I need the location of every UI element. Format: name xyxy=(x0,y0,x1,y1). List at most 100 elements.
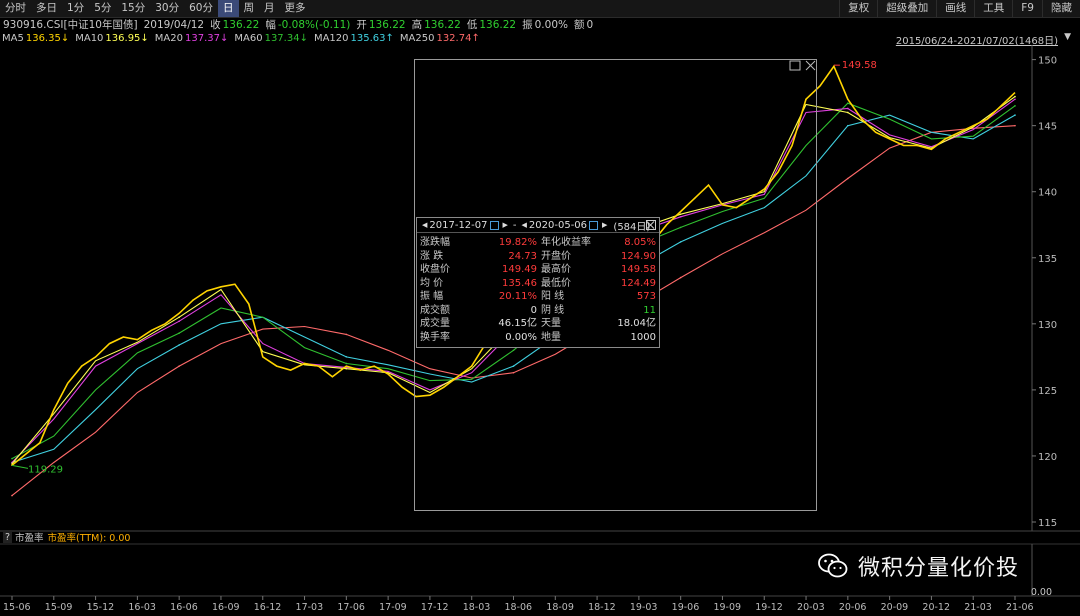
interval-header: ◀ 2017-12-07 ▶ - ◀ 2020-05-06 ▶ (584日) xyxy=(417,218,659,233)
data-point xyxy=(679,241,682,243)
stat-label: 涨跌幅 xyxy=(420,237,450,248)
data-point xyxy=(1014,124,1016,127)
period-tab[interactable]: 分时 xyxy=(5,2,26,14)
period-tab[interactable]: 多日 xyxy=(36,2,57,14)
ma-value: 136.95↓ xyxy=(105,33,149,44)
indicator-value: 市盈率(TTM): 0.00 xyxy=(47,533,131,544)
period-tab[interactable]: 30分 xyxy=(155,2,180,14)
x-tick-label: 20-12 xyxy=(922,602,950,613)
y-tick-label: 120 xyxy=(1038,452,1057,463)
ma-value: 137.34↓ xyxy=(264,33,308,44)
end-prev-icon[interactable]: ◀ xyxy=(521,221,527,229)
stat-label: 年化收益率 xyxy=(541,237,591,248)
data-point xyxy=(345,362,348,365)
x-tick-label: 19-09 xyxy=(713,602,741,613)
low-value: 136.22 xyxy=(479,18,517,31)
data-point xyxy=(1014,114,1016,116)
x-tick-label: 16-12 xyxy=(254,602,282,613)
restore-icon[interactable] xyxy=(789,60,801,71)
tool-button[interactable]: 画线 xyxy=(936,0,974,17)
ma-value: 137.37↓ xyxy=(185,33,229,44)
period-toolbar: 分时 多日 1分 5分 15分 30分 60分日周月更多 xyxy=(0,0,1080,18)
x-tick-label: 15-12 xyxy=(87,602,115,613)
ma-value: 135.63↑ xyxy=(350,33,394,44)
ma-name[interactable]: MA250 xyxy=(399,33,435,44)
period-tab[interactable]: 更多 xyxy=(284,2,306,14)
tool-button[interactable]: 复权 xyxy=(839,0,877,17)
period-tab[interactable]: 月 xyxy=(264,2,275,14)
data-point xyxy=(303,362,306,365)
low-value-label: 119.29 xyxy=(28,464,63,475)
stat-value: 124.49 xyxy=(621,277,656,289)
stat-label: 最高价 xyxy=(541,264,571,275)
period-tab[interactable]: 1分 xyxy=(67,2,85,14)
calendar-icon[interactable] xyxy=(589,220,599,230)
stat-value: 24.73 xyxy=(508,250,537,262)
x-tick-label: 19-03 xyxy=(630,602,658,613)
period-tab[interactable]: 5分 xyxy=(94,2,112,14)
tool-button[interactable]: 超级叠加 xyxy=(877,0,936,17)
data-point xyxy=(345,333,348,336)
high-value: 136.22 xyxy=(424,18,461,31)
close-icon[interactable] xyxy=(805,60,816,71)
stat-value: 8.05% xyxy=(624,237,656,248)
date-range-label[interactable]: 2015/06/24-2021/07/02(1468日) xyxy=(895,36,1058,47)
data-point xyxy=(345,356,348,358)
ma-name[interactable]: MA20 xyxy=(154,33,183,44)
help-icon[interactable]: ? xyxy=(3,531,12,543)
period-tab[interactable]: 60分 xyxy=(189,2,213,14)
interval-days: (584日) xyxy=(613,221,651,233)
data-point xyxy=(178,316,180,319)
period-tab[interactable]: 日 xyxy=(218,0,239,17)
y-tick-label: 135 xyxy=(1038,254,1057,265)
data-point xyxy=(512,371,515,374)
stat-label: 开盘价 xyxy=(541,250,571,262)
ma-name[interactable]: MA60 xyxy=(234,33,263,44)
close-label: 收 xyxy=(210,19,221,31)
stat-label: 阴 线 xyxy=(541,304,565,316)
ma-name[interactable]: MA120 xyxy=(313,33,349,44)
data-point xyxy=(679,226,682,229)
y-tick-label: 130 xyxy=(1038,320,1057,331)
end-next-icon[interactable]: ▶ xyxy=(602,221,608,229)
ma-name[interactable]: MA10 xyxy=(75,33,104,44)
stat-value: 573 xyxy=(636,291,656,302)
x-tick-label: 21-06 xyxy=(1006,602,1034,613)
x-tick-label: 17-09 xyxy=(379,602,407,613)
interval-start[interactable]: 2017-12-07 xyxy=(429,219,488,231)
start-next-icon[interactable]: ▶ xyxy=(502,221,508,229)
change-value: -0.08%(-0.11) xyxy=(277,18,351,31)
start-prev-icon[interactable]: ◀ xyxy=(422,221,428,229)
low-label: 低 xyxy=(466,19,478,31)
stat-label: 收盘价 xyxy=(420,264,450,275)
y-tick-label: 140 xyxy=(1038,188,1057,199)
tool-button[interactable]: 工具 xyxy=(974,0,1012,17)
interval-selection-box[interactable] xyxy=(414,59,817,511)
high-label: 高 xyxy=(411,19,423,31)
close-value: 136.22 xyxy=(222,18,260,31)
interval-sep: - xyxy=(512,219,517,231)
quote-info-row: 930916.CSI[中证10年国债] 2019/04/12 收 136.22 … xyxy=(0,17,1080,32)
range-dropdown-icon[interactable]: ▼ xyxy=(1064,32,1071,42)
data-point xyxy=(415,395,417,398)
period-tab[interactable]: 周 xyxy=(243,2,255,14)
data-point xyxy=(345,367,348,370)
data-point xyxy=(178,320,180,322)
amount-value: 0 xyxy=(586,18,594,31)
tool-button[interactable]: F9 xyxy=(1012,0,1042,17)
stat-label: 涨 跌 xyxy=(420,250,444,262)
tool-button[interactable]: 隐藏 xyxy=(1042,0,1080,17)
period-tab[interactable]: 15分 xyxy=(121,2,146,14)
ma-name[interactable]: MA5 xyxy=(2,33,24,44)
data-point xyxy=(749,197,752,200)
stat-label: 最低价 xyxy=(541,277,571,289)
close-icon[interactable] xyxy=(646,220,656,230)
data-point xyxy=(1014,95,1016,98)
y-tick-label: 150 xyxy=(1038,56,1057,67)
amp-label: 振 xyxy=(522,19,533,31)
interval-end[interactable]: 2020-05-06 xyxy=(528,219,588,231)
stat-label: 振 幅 xyxy=(420,291,444,302)
calendar-icon[interactable] xyxy=(489,220,499,230)
x-tick-label: 15-09 xyxy=(45,602,73,613)
indicator-name[interactable]: 市盈率 xyxy=(15,533,44,544)
